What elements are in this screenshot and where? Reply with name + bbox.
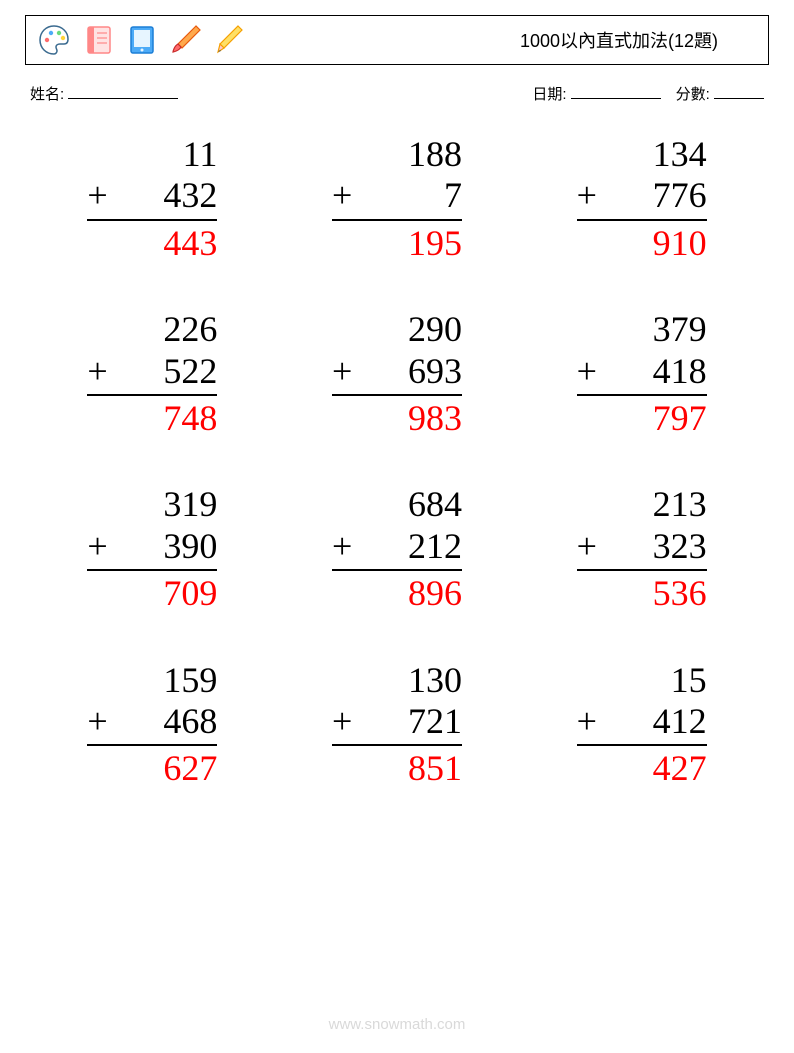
addend-row: +418: [577, 351, 707, 396]
addend-row: +390: [87, 526, 217, 571]
addend-top: 159: [87, 660, 217, 701]
addend-row: +212: [332, 526, 462, 571]
worksheet-title: 1000以內直式加法(12題): [520, 27, 718, 53]
footer-text: www.snowmath.com: [0, 1016, 794, 1033]
operator: +: [87, 351, 107, 392]
addend-top: 379: [577, 309, 707, 350]
tablet-icon: [124, 22, 160, 58]
addend-row: +776: [577, 175, 707, 220]
header-box: 1000以內直式加法(12題): [25, 15, 769, 65]
operator: +: [332, 526, 352, 567]
answer: 910: [577, 221, 707, 264]
addend-bottom: 721: [408, 701, 462, 742]
addend-row: +693: [332, 351, 462, 396]
addend-row: +412: [577, 701, 707, 746]
date-label: 日期:: [532, 86, 566, 103]
name-field: 姓名:: [30, 83, 178, 104]
addend-row: +522: [87, 351, 217, 396]
answer: 709: [87, 571, 217, 614]
problem: 319+390709: [87, 484, 217, 614]
name-label: 姓名:: [30, 86, 64, 103]
answer: 896: [332, 571, 462, 614]
date-field: 日期:: [532, 83, 660, 104]
addend-bottom: 776: [653, 175, 707, 216]
answer: 443: [87, 221, 217, 264]
answer: 195: [332, 221, 462, 264]
pencil-icon: [212, 22, 248, 58]
problem: 226+522748: [87, 309, 217, 439]
problem: 130+721851: [332, 660, 462, 790]
notebook-icon: [80, 22, 116, 58]
addend-bottom: 693: [408, 351, 462, 392]
answer: 627: [87, 746, 217, 789]
addend-top: 684: [332, 484, 462, 525]
addend-top: 15: [577, 660, 707, 701]
operator: +: [87, 526, 107, 567]
operator: +: [577, 526, 597, 567]
palette-icon: [36, 22, 72, 58]
icons-row: [36, 22, 248, 58]
problem: 213+323536: [577, 484, 707, 614]
addend-top: 319: [87, 484, 217, 525]
addend-bottom: 7: [444, 175, 462, 216]
addend-row: +7: [332, 175, 462, 220]
operator: +: [577, 701, 597, 742]
addend-bottom: 522: [163, 351, 217, 392]
addend-bottom: 412: [653, 701, 707, 742]
answer: 427: [577, 746, 707, 789]
addend-bottom: 432: [163, 175, 217, 216]
operator: +: [332, 175, 352, 216]
problem: 15+412427: [577, 660, 707, 790]
addend-bottom: 468: [163, 701, 217, 742]
addend-top: 11: [87, 134, 217, 175]
operator: +: [332, 351, 352, 392]
addend-bottom: 212: [408, 526, 462, 567]
worksheet-page: 1000以內直式加法(12題) 姓名: 日期: 分數: 11+432443188…: [0, 0, 794, 1053]
problem: 188+7195: [332, 134, 462, 264]
operator: +: [577, 351, 597, 392]
problems-grid: 11+432443188+7195134+776910226+522748290…: [25, 134, 769, 790]
addend-top: 134: [577, 134, 707, 175]
addend-row: +432: [87, 175, 217, 220]
answer: 983: [332, 396, 462, 439]
date-underline: [571, 84, 661, 99]
answer: 797: [577, 396, 707, 439]
addend-top: 130: [332, 660, 462, 701]
problem: 379+418797: [577, 309, 707, 439]
addend-top: 226: [87, 309, 217, 350]
addend-bottom: 323: [653, 526, 707, 567]
addend-top: 188: [332, 134, 462, 175]
answer: 851: [332, 746, 462, 789]
score-field: 分數:: [676, 83, 764, 104]
operator: +: [577, 175, 597, 216]
answer: 748: [87, 396, 217, 439]
problem: 684+212896: [332, 484, 462, 614]
addend-bottom: 390: [163, 526, 217, 567]
operator: +: [87, 701, 107, 742]
name-underline: [68, 84, 178, 99]
addend-row: +323: [577, 526, 707, 571]
operator: +: [87, 175, 107, 216]
problem: 159+468627: [87, 660, 217, 790]
problem: 290+693983: [332, 309, 462, 439]
problem: 134+776910: [577, 134, 707, 264]
operator: +: [332, 701, 352, 742]
addend-row: +468: [87, 701, 217, 746]
brush-icon: [168, 22, 204, 58]
info-row: 姓名: 日期: 分數:: [25, 83, 769, 104]
problem: 11+432443: [87, 134, 217, 264]
answer: 536: [577, 571, 707, 614]
addend-bottom: 418: [653, 351, 707, 392]
addend-top: 213: [577, 484, 707, 525]
addend-top: 290: [332, 309, 462, 350]
info-right: 日期: 分數:: [532, 83, 764, 104]
addend-row: +721: [332, 701, 462, 746]
score-underline: [714, 84, 764, 99]
score-label: 分數:: [676, 86, 710, 103]
